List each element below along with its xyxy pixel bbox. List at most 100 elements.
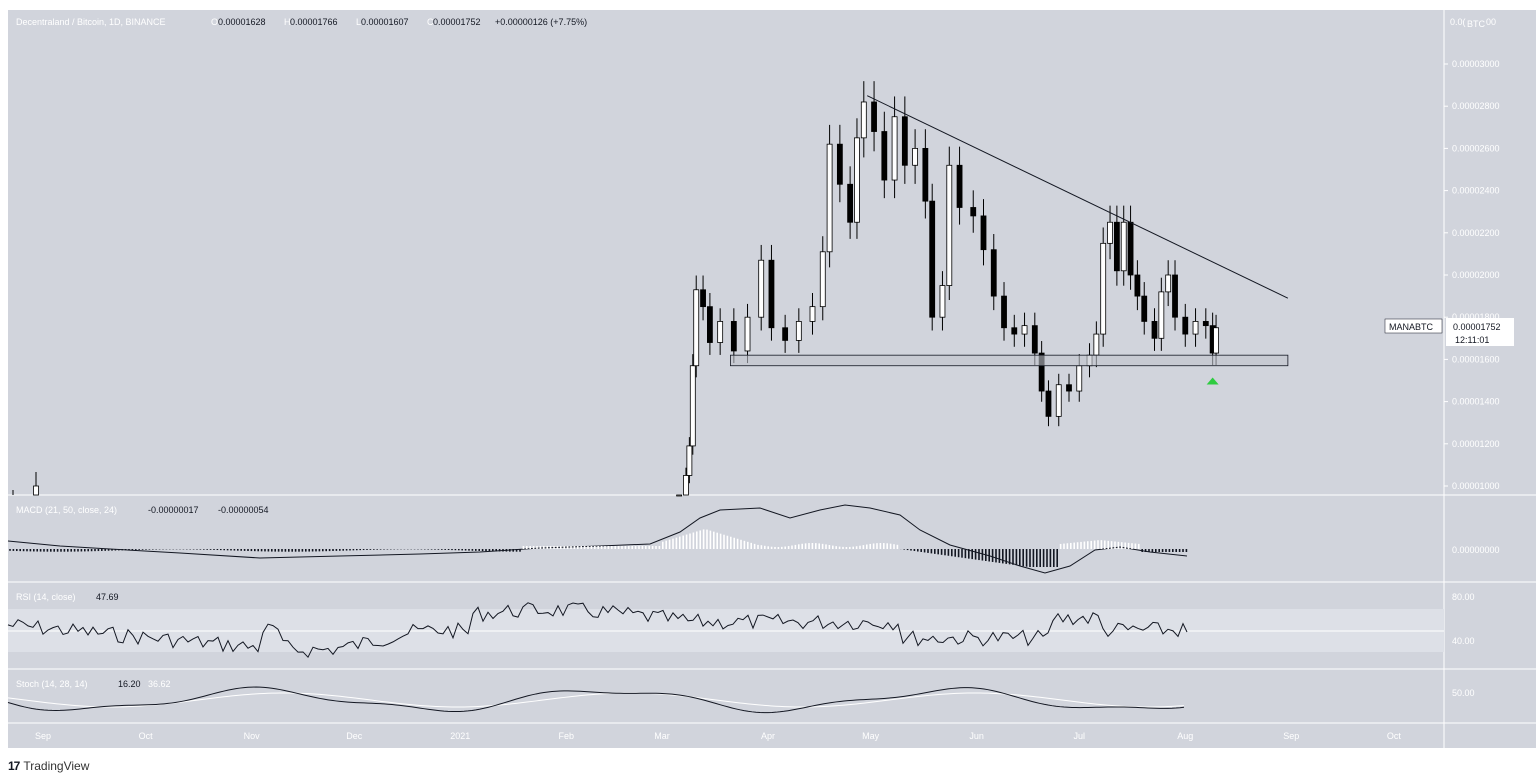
candle-body <box>1045 390 1052 417</box>
brand-name[interactable]: TradingView <box>23 759 90 773</box>
candle-body <box>922 147 929 202</box>
candle-body <box>1038 352 1045 392</box>
price-axis-panel[interactable] <box>1444 10 1536 748</box>
candle-body <box>819 251 826 308</box>
candle-body <box>1066 384 1072 392</box>
price-tick-label: 0.00002600 <box>1452 143 1500 153</box>
candle-body <box>693 289 700 367</box>
candle-body <box>717 321 724 343</box>
price-tick-label: 0.00001000 <box>1452 481 1500 491</box>
candle-body <box>836 143 843 185</box>
candle-body <box>33 485 39 496</box>
low-value: 0.00001607 <box>361 17 409 27</box>
candle-body <box>676 494 683 497</box>
macd-signal-value: -0.00000054 <box>218 505 269 515</box>
candle-body <box>871 101 877 132</box>
candle-body <box>980 215 987 251</box>
high-value: 0.00001766 <box>290 17 338 27</box>
price-tick-label: 0.00001600 <box>1452 354 1500 364</box>
macd-pane <box>7 504 1188 574</box>
stoch-axis-label: 50.00 <box>1452 688 1475 698</box>
price-axis-currency: BTC <box>1467 19 1486 29</box>
price-axis-top-label: 0.0( <box>1450 17 1466 27</box>
macd-label: MACD (21, 50, close, 24) <box>16 505 117 515</box>
candle-body <box>1076 365 1083 392</box>
support-zone <box>730 354 1289 367</box>
tradingview-logo-icon: 17 <box>8 759 20 773</box>
open-label: O <box>211 17 218 27</box>
candle-body <box>707 306 713 343</box>
time-axis-label: 2021 <box>450 731 470 741</box>
candle-body <box>768 259 775 329</box>
price-tick-label: 0.00002400 <box>1452 186 1500 196</box>
descending-trendline <box>867 95 1289 299</box>
open-value: 0.00001628 <box>218 17 266 27</box>
time-axis-label: Mar <box>654 731 670 741</box>
price-axis-top-suffix: 00 <box>1486 17 1496 27</box>
change-value: +0.00000126 (+7.75%) <box>495 17 587 27</box>
close-label: C <box>427 17 434 27</box>
candle-body <box>939 285 946 318</box>
candle-body <box>683 475 689 496</box>
candle-body <box>1141 295 1148 322</box>
candle-body <box>970 207 977 217</box>
stoch-k-line <box>7 686 1185 714</box>
last-price-value: 0.00001752 <box>1453 322 1501 332</box>
time-axis-label: Nov <box>244 731 261 741</box>
candle-body <box>782 327 789 341</box>
price-tick-label: 0.00003000 <box>1452 59 1500 69</box>
candle-body <box>795 321 802 341</box>
candle-body <box>758 259 765 318</box>
ticker-label: MANABTC <box>1389 322 1434 332</box>
candle-body <box>1127 221 1134 276</box>
rsi-pane <box>7 602 1188 659</box>
rsi-axis-label-80: 80.00 <box>1452 592 1475 602</box>
high-label: H <box>284 17 291 27</box>
annotations <box>730 95 1289 385</box>
candle-body <box>1165 274 1172 293</box>
time-axis-labels: Sep Oct Nov Dec 2021 Feb Mar Apr May Jun Jul Aug Sep… <box>35 731 1401 741</box>
stoch-pane <box>7 686 1185 714</box>
price-tick-label: 0.00002800 <box>1452 101 1500 111</box>
candle-body <box>1182 316 1189 335</box>
candle-body <box>826 143 833 253</box>
candle-body <box>1107 221 1113 244</box>
rsi-line <box>7 602 1188 659</box>
candle-body <box>881 131 888 181</box>
macd-value: -0.00000017 <box>148 505 199 515</box>
candle-body <box>744 316 751 352</box>
candle-body <box>1011 327 1018 335</box>
candle-body <box>1113 221 1120 272</box>
trading-chart[interactable]: 0.00003000 0.00002800 0.00002600 0.00002400… <box>0 0 1536 750</box>
stoch-label: Stoch (14, 28, 14) <box>16 679 88 689</box>
candle-body <box>901 116 908 166</box>
candle-body <box>700 289 706 308</box>
stoch-d-value: 36.62 <box>148 679 171 689</box>
candle-body <box>809 306 816 322</box>
price-tick-label: 0.00002000 <box>1452 270 1500 280</box>
candle-body <box>891 116 898 181</box>
rsi-label: RSI (14, close) <box>16 592 76 602</box>
macd-axis-label: 0.00000000 <box>1452 545 1500 555</box>
bar-countdown: 12:11:01 <box>1455 335 1489 345</box>
bullish-signal-arrow <box>1206 377 1219 385</box>
candle-body <box>929 200 936 318</box>
candle-body <box>990 249 997 297</box>
candle-body <box>686 445 693 476</box>
time-axis-label: Aug <box>1177 731 1193 741</box>
candle-body <box>860 101 867 139</box>
rsi-value: 47.69 <box>96 592 119 602</box>
candle-body <box>1192 321 1199 335</box>
candle-body <box>1151 321 1158 339</box>
time-axis-label: Feb <box>559 731 575 741</box>
last-price-tag <box>1446 318 1514 346</box>
candle-body <box>1202 321 1209 327</box>
candle-body <box>1120 221 1127 272</box>
candle-body <box>730 321 737 352</box>
candle-body <box>1100 242 1107 335</box>
footer: 17 TradingView <box>8 757 89 775</box>
candle-body <box>1093 333 1100 356</box>
candle-body <box>1158 291 1165 339</box>
price-tick-label: 0.00001200 <box>1452 439 1500 449</box>
candle-body <box>946 164 953 286</box>
